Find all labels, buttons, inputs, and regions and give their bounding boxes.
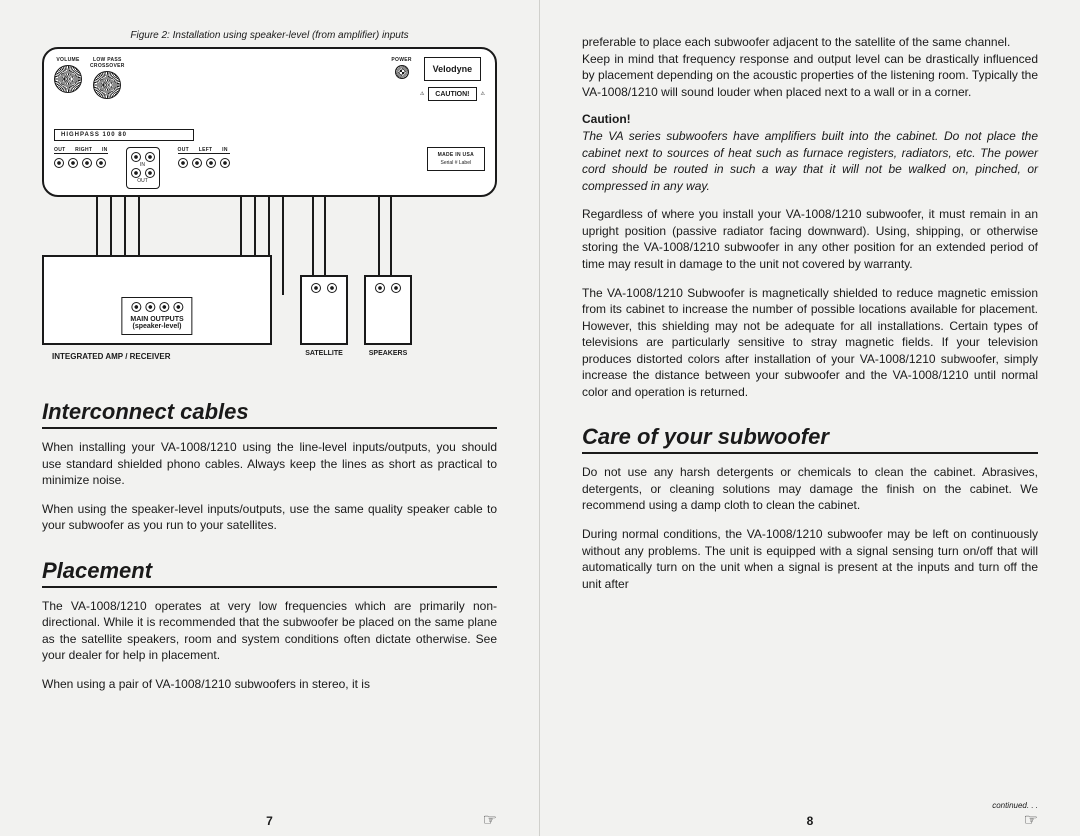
para: During normal conditions, the VA-1008/12… [582, 526, 1038, 592]
continue-icon: ☞ [483, 810, 497, 830]
page-number: 8 [807, 814, 814, 828]
highpass-switch: HIGHPASS 100 80 [54, 129, 194, 141]
wiring-diagram: VOLUME LOW PASS CROSSOVER POWER Velodyne… [42, 47, 497, 197]
para: When using the speaker-level inputs/outp… [42, 501, 497, 534]
warning-icon: ⚠ [420, 91, 424, 97]
lowpass-knob: LOW PASS CROSSOVER [90, 57, 125, 129]
heading-placement: Placement [42, 558, 497, 588]
wire-routing: MAIN OUTPUTS (speaker-level) INTEGRATED … [42, 195, 497, 375]
continue-icon: ☞ [1024, 810, 1038, 830]
caution-text: The VA series subwoofers have amplifiers… [582, 128, 1038, 194]
amp-title: INTEGRATED AMP / RECEIVER [52, 352, 171, 361]
serial-box: MADE IN USA Serial # Label [427, 147, 485, 171]
brand-panel: Velodyne ⚠ CAUTION! ⚠ [420, 57, 485, 129]
satellite-speaker-right: SPEAKERS [364, 275, 412, 345]
continued-label: continued. . . [992, 801, 1038, 810]
page-8: preferable to place each subwoofer adjac… [540, 0, 1080, 836]
io-right-group: OUT LEFT IN [178, 147, 230, 168]
heading-care: Care of your subwoofer [582, 424, 1038, 454]
power-switch: POWER [391, 57, 411, 129]
para: Do not use any harsh detergents or chemi… [582, 464, 1038, 514]
para: Regardless of where you install your VA-… [582, 206, 1038, 272]
figure-caption: Figure 2: Installation using speaker-lev… [42, 30, 497, 41]
satellite-speaker-left: SATELLITE [300, 275, 348, 345]
page-number: 7 [266, 814, 273, 828]
warning-icon: ⚠ [481, 91, 485, 97]
page-7: Figure 2: Installation using speaker-lev… [0, 0, 540, 836]
mid-jacks: IN OUT [126, 147, 160, 189]
para: When using a pair of VA-1008/1210 subwoo… [42, 676, 497, 693]
para: Keep in mind that frequency response and… [582, 51, 1038, 101]
volume-knob: VOLUME [54, 57, 82, 129]
io-left-group: OUT RIGHT IN [54, 147, 108, 168]
para: preferable to place each subwoofer adjac… [582, 34, 1038, 51]
amp-receiver-box: MAIN OUTPUTS (speaker-level) [42, 255, 272, 345]
para: The VA-1008/1210 Subwoofer is magnetical… [582, 285, 1038, 401]
para: The VA-1008/1210 operates at very low fr… [42, 598, 497, 664]
para: When installing your VA-1008/1210 using … [42, 439, 497, 489]
caution-heading: Caution! [582, 112, 1038, 126]
heading-interconnect: Interconnect cables [42, 399, 497, 429]
